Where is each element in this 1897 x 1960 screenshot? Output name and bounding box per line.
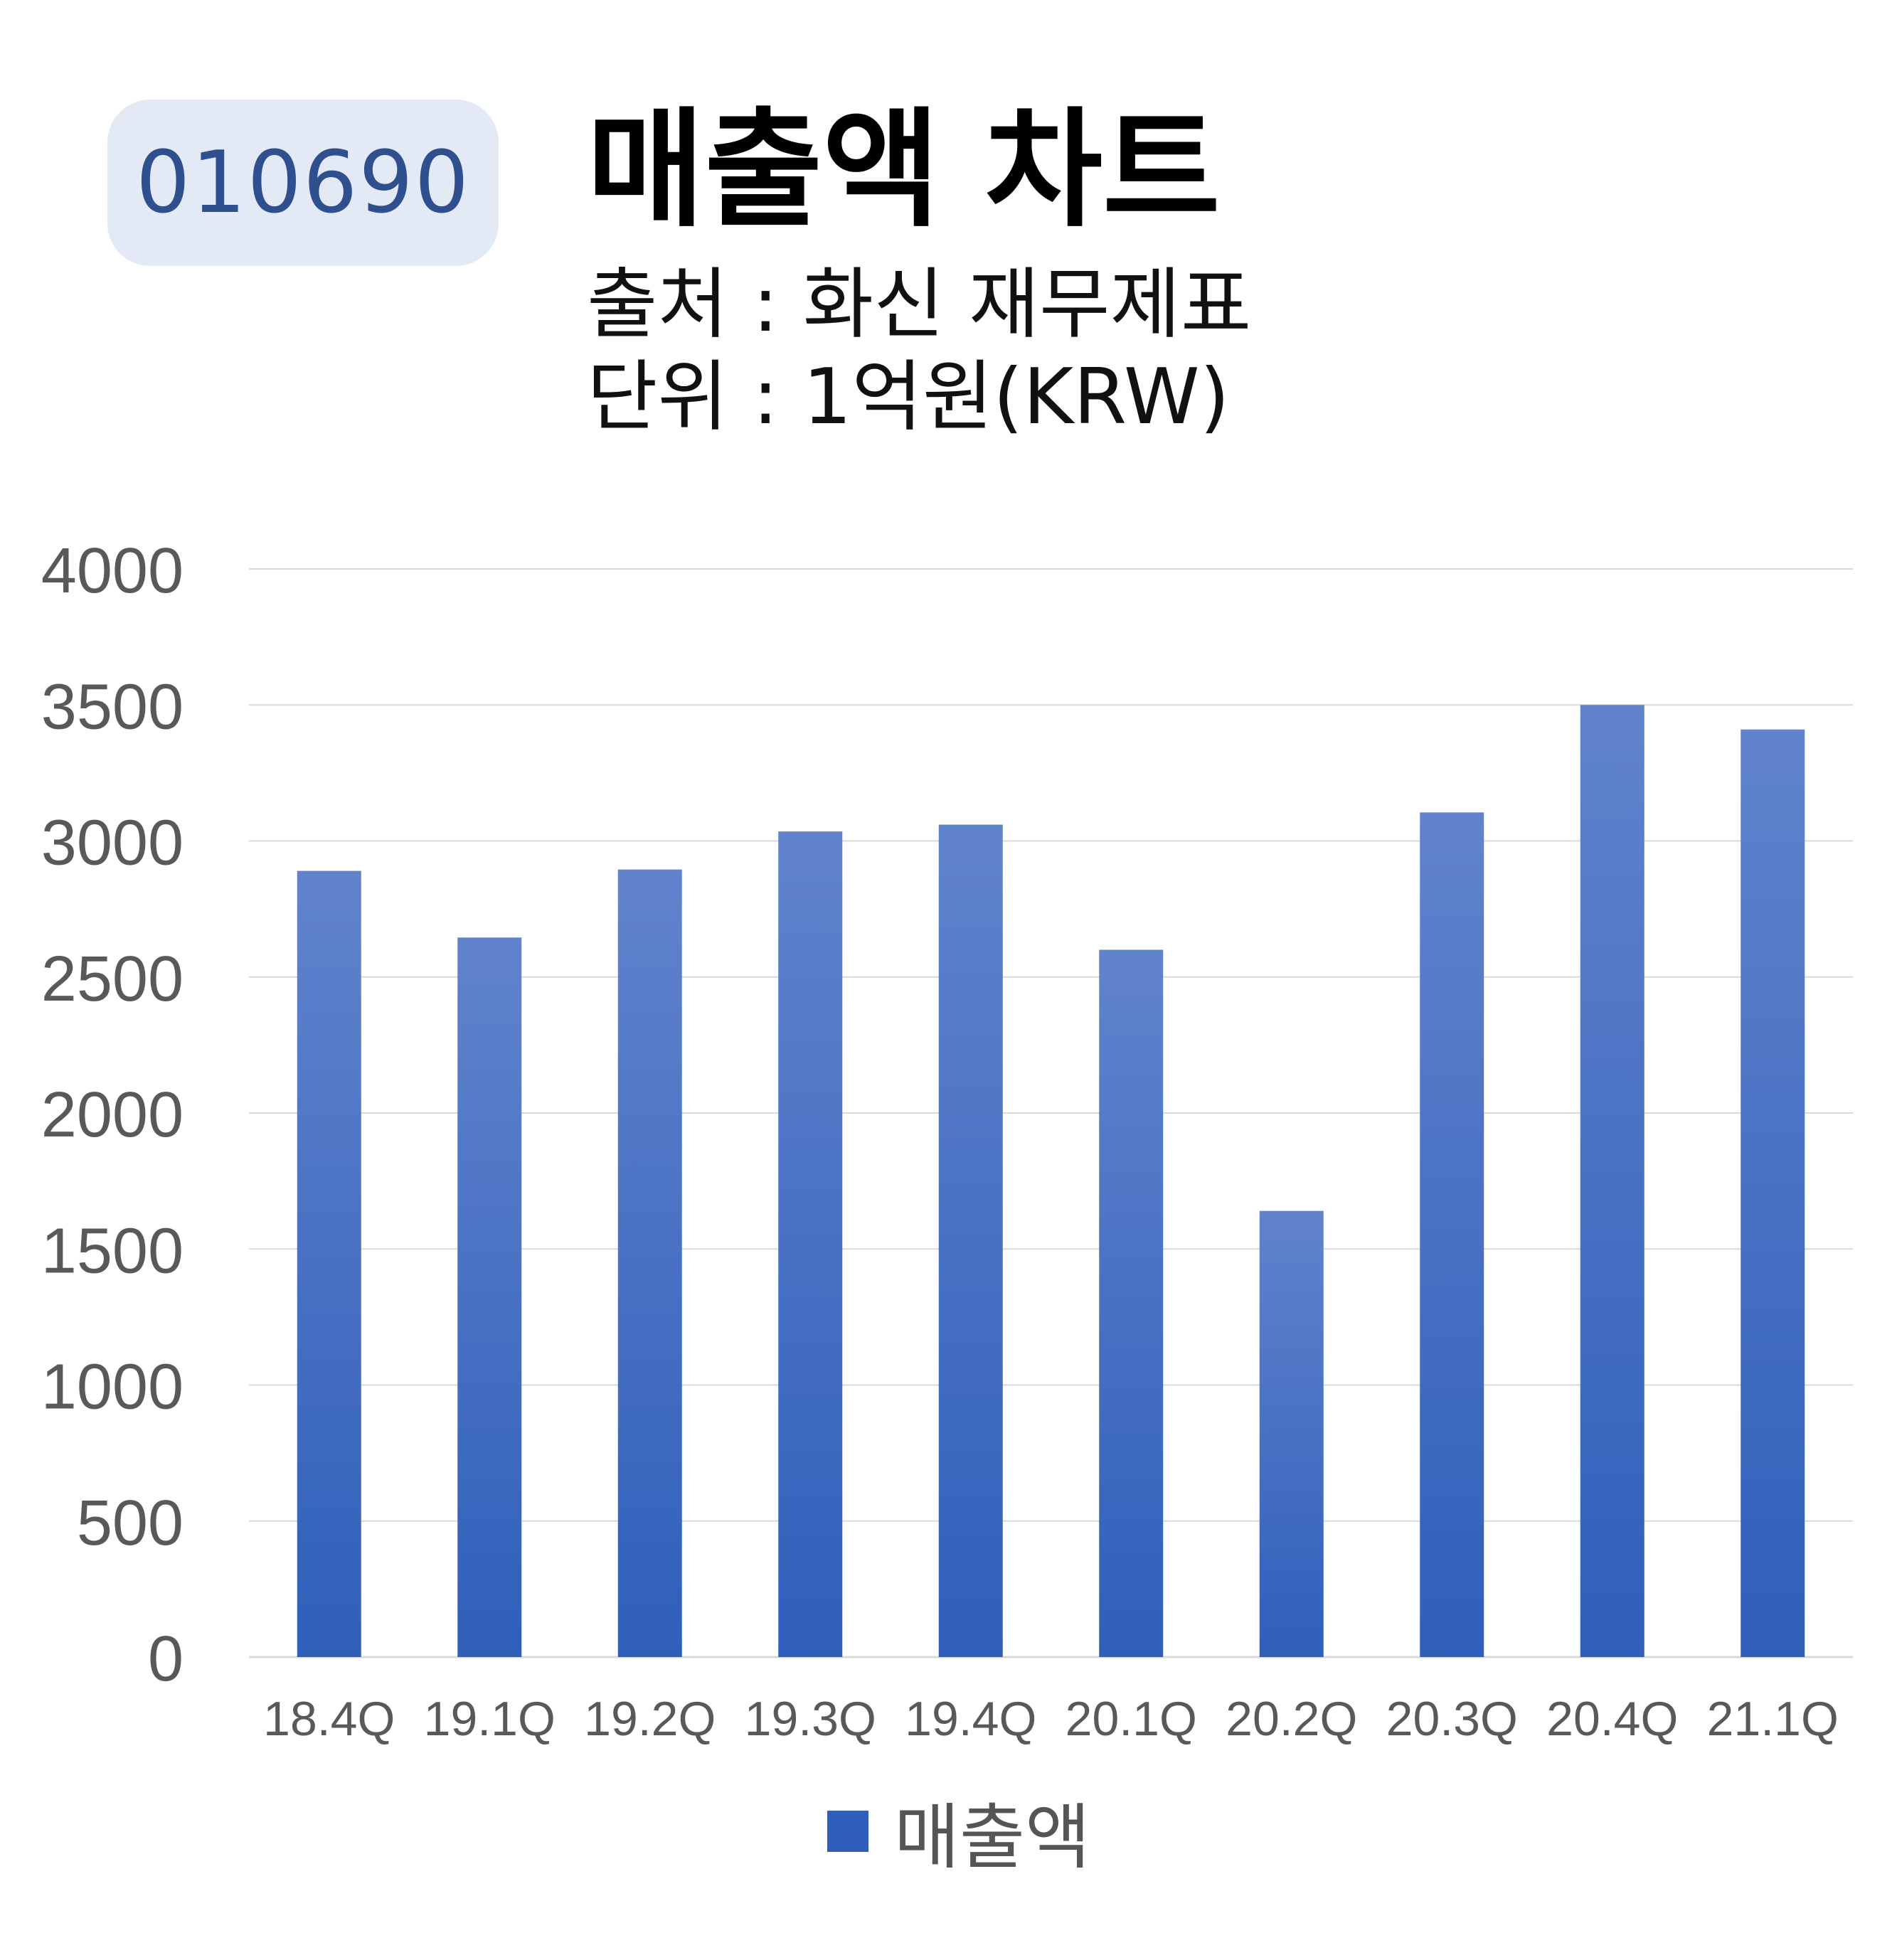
bars [297, 705, 1805, 1657]
y-tick-label: 1500 [41, 1215, 184, 1287]
y-tick-label: 4000 [41, 536, 184, 607]
y-tick-label: 3000 [41, 808, 184, 879]
x-tick-label: 21.1Q [1707, 1692, 1839, 1746]
x-tick-label: 19.1Q [424, 1692, 556, 1746]
y-tick-label: 500 [77, 1488, 184, 1559]
x-tick-label: 20.1Q [1066, 1692, 1197, 1746]
bar-19.3Q [778, 831, 843, 1657]
stock-code-badge: 010690 [107, 100, 499, 266]
bar-18.4Q [297, 870, 361, 1657]
y-axis-ticks: 0 500 1000 1500 2000 2500 3000 3500 4000 [41, 536, 184, 1695]
bar-20.2Q [1259, 1210, 1324, 1657]
bar-21.1Q [1741, 729, 1805, 1657]
bar-20.1Q [1099, 949, 1164, 1657]
bar-chart: 0 500 1000 1500 2000 2500 3000 3500 4000 18.4Q 19… [41, 536, 1853, 1746]
y-tick-label: 0 [148, 1624, 184, 1695]
bar-19.4Q [938, 824, 1003, 1657]
bar-19.2Q [617, 869, 682, 1657]
x-tick-label: 19.3Q [745, 1692, 876, 1746]
x-axis-ticks: 18.4Q 19.1Q 19.2Q 19.3Q 19.4Q 20.1Q 20.2Q 20.3Q… [263, 1692, 1839, 1746]
bar-20.3Q [1420, 812, 1484, 1657]
legend-swatch [827, 1810, 868, 1852]
x-tick-label: 20.4Q [1546, 1692, 1678, 1746]
x-tick-label: 19.2Q [584, 1692, 716, 1746]
chart-title: 매출액 차트 [587, 96, 1221, 245]
x-tick-label: 20.2Q [1226, 1692, 1357, 1746]
legend: 매출액 [827, 1779, 1090, 1882]
bar-20.4Q [1580, 705, 1644, 1657]
x-tick-label: 19.4Q [905, 1692, 1036, 1746]
y-tick-label: 2000 [41, 1080, 184, 1151]
legend-label: 매출액 [894, 1796, 1090, 1879]
x-tick-label: 20.3Q [1386, 1692, 1518, 1746]
unit-label: 단위 : 1억원(KRW) [587, 353, 1230, 442]
bar-19.1Q [457, 937, 522, 1657]
source-label: 출처 : 화신 재무제표 [587, 260, 1252, 349]
x-tick-label: 18.4Q [263, 1692, 395, 1746]
y-tick-label: 3500 [41, 671, 184, 742]
y-tick-label: 2500 [41, 944, 184, 1015]
y-tick-label: 1000 [41, 1352, 184, 1423]
